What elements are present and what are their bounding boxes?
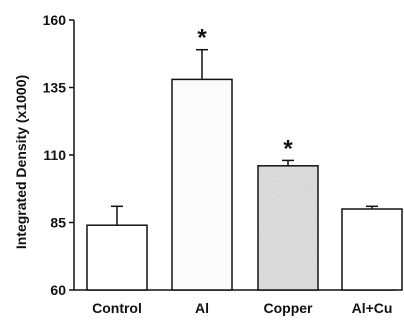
x-category-label: Al: [195, 300, 209, 316]
y-tick-label: 135: [43, 80, 67, 96]
bar-texture: [259, 166, 317, 289]
bar: [341, 208, 403, 291]
bar: [86, 224, 148, 291]
significance-marker: *: [197, 25, 207, 52]
x-category-label: Control: [92, 300, 142, 316]
y-tick-label: 160: [43, 12, 67, 28]
y-tick-label: 60: [50, 282, 66, 298]
y-tick-label: 110: [43, 147, 66, 163]
significance-marker: *: [283, 135, 293, 162]
y-tick-label: 85: [50, 215, 66, 231]
plot-area: 60 85 110 135 160 Control * Al * Copper Al+Cu: [43, 12, 403, 316]
x-category-label: Al+Cu: [352, 300, 393, 316]
bar: [171, 78, 233, 291]
y-axis-title: Integrated Density (x1000): [13, 75, 29, 249]
x-category-label: Copper: [264, 300, 314, 316]
